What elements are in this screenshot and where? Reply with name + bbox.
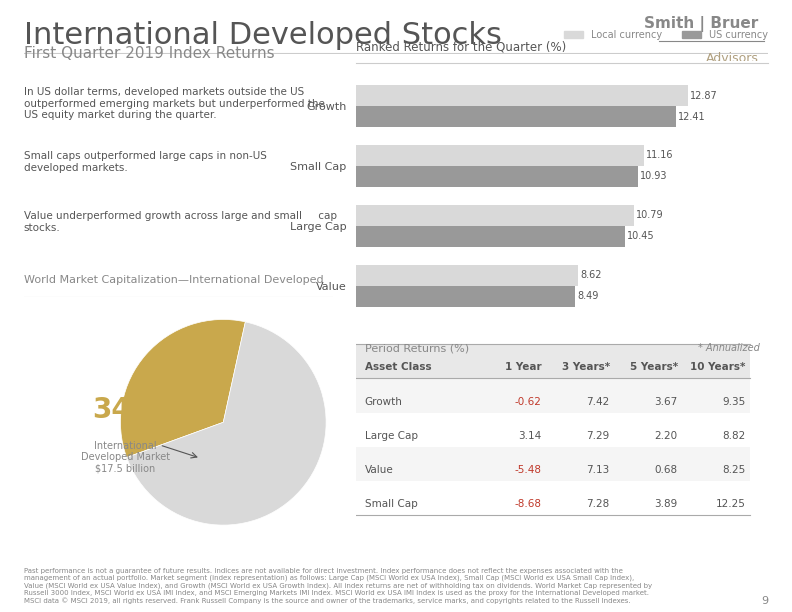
- Text: Advisors: Advisors: [706, 53, 759, 65]
- Text: 7.42: 7.42: [586, 397, 610, 406]
- Bar: [356, 447, 750, 481]
- Text: International Developed Stocks: International Developed Stocks: [24, 21, 501, 50]
- Text: First Quarter 2019 Index Returns: First Quarter 2019 Index Returns: [24, 46, 274, 61]
- Bar: [356, 286, 575, 307]
- Text: In US dollar terms, developed markets outside the US
outperformed emerging marke: In US dollar terms, developed markets ou…: [24, 87, 325, 120]
- Text: Ranked Returns for the Quarter (%): Ranked Returns for the Quarter (%): [356, 40, 566, 53]
- Bar: [356, 205, 634, 226]
- Text: 3.67: 3.67: [654, 397, 678, 406]
- Text: 8.49: 8.49: [577, 291, 599, 301]
- Text: 9: 9: [761, 596, 768, 606]
- Bar: [356, 85, 687, 106]
- Text: 5 Years*: 5 Years*: [630, 362, 678, 373]
- Text: 10.45: 10.45: [627, 231, 655, 241]
- Bar: [356, 264, 578, 286]
- Bar: [356, 345, 750, 378]
- Text: World Market Capitalization—International Developed: World Market Capitalization—Internationa…: [24, 275, 323, 285]
- Text: 12.87: 12.87: [690, 91, 718, 100]
- Text: 11.16: 11.16: [645, 151, 673, 160]
- Text: 3 Years*: 3 Years*: [562, 362, 610, 373]
- Legend: Local currency, US currency: Local currency, US currency: [560, 26, 771, 43]
- Text: Large Cap: Large Cap: [364, 431, 417, 441]
- Text: 8.62: 8.62: [581, 270, 602, 280]
- Text: 3.89: 3.89: [654, 499, 678, 509]
- Text: -8.68: -8.68: [515, 499, 542, 509]
- Text: 12.25: 12.25: [716, 499, 745, 509]
- Text: 12.41: 12.41: [678, 111, 706, 122]
- Text: 7.13: 7.13: [586, 465, 610, 475]
- Bar: [356, 106, 676, 127]
- Text: International
Developed Market
$17.5 billion: International Developed Market $17.5 bil…: [81, 441, 170, 474]
- Text: 10.93: 10.93: [640, 171, 668, 181]
- Text: 34%: 34%: [93, 396, 159, 424]
- Text: Past performance is not a guarantee of future results. Indices are not available: Past performance is not a guarantee of f…: [24, 568, 652, 604]
- Text: 7.29: 7.29: [586, 431, 610, 441]
- Text: 9.35: 9.35: [722, 397, 745, 406]
- Bar: [356, 226, 626, 247]
- Text: -0.62: -0.62: [515, 397, 542, 406]
- Wedge shape: [120, 319, 246, 457]
- Bar: [356, 378, 750, 412]
- Text: -5.48: -5.48: [515, 465, 542, 475]
- Text: 0.68: 0.68: [654, 465, 678, 475]
- Bar: [356, 145, 644, 166]
- Text: 2.20: 2.20: [654, 431, 678, 441]
- Text: 8.25: 8.25: [722, 465, 745, 475]
- Text: Asset Class: Asset Class: [364, 362, 432, 373]
- Text: Smith | Bruer: Smith | Bruer: [644, 17, 759, 32]
- Wedge shape: [127, 322, 326, 525]
- Text: 10.79: 10.79: [636, 211, 664, 220]
- Text: 3.14: 3.14: [519, 431, 542, 441]
- Text: 1 Year: 1 Year: [505, 362, 542, 373]
- Text: Period Returns (%): Period Returns (%): [364, 343, 469, 353]
- Text: Value: Value: [364, 465, 394, 475]
- Text: 8.82: 8.82: [722, 431, 745, 441]
- Text: Value underperformed growth across large and small     cap
stocks.: Value underperformed growth across large…: [24, 211, 337, 233]
- Text: 10 Years*: 10 Years*: [690, 362, 745, 373]
- Text: Growth: Growth: [364, 397, 402, 406]
- Text: 7.28: 7.28: [586, 499, 610, 509]
- Bar: [356, 166, 638, 187]
- Text: * Annualized: * Annualized: [698, 343, 760, 353]
- Text: Small Cap: Small Cap: [364, 499, 417, 509]
- Text: Small caps outperformed large caps in non-US
developed markets.: Small caps outperformed large caps in no…: [24, 151, 267, 173]
